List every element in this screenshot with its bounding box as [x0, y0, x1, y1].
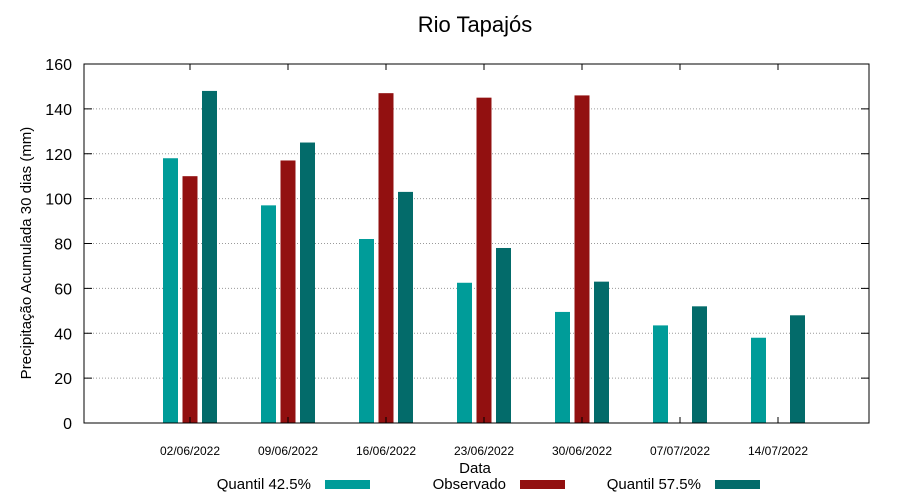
y-tick-label: 80: [54, 237, 72, 254]
legend-label: Observado: [433, 476, 506, 493]
chart-title: Rio Tapajós: [418, 12, 533, 37]
y-tick-label: 40: [54, 326, 72, 343]
y-tick-label: 0: [63, 416, 72, 433]
bar-observado-1: [280, 160, 296, 423]
y-tick-label: 60: [54, 281, 72, 298]
y-tick-label: 100: [45, 192, 72, 209]
x-tick-label: 07/07/2022: [650, 444, 710, 458]
x-tick-label: 09/06/2022: [258, 444, 318, 458]
bar-quantil-57-5--2: [398, 191, 413, 423]
y-axis-ticks: 0 20 40 60 80 100 120 140 160: [45, 57, 869, 433]
legend-swatch: [715, 480, 760, 489]
bar-quantil-57-5--6: [790, 315, 805, 423]
legend: Quantil 42.5% Observado Quantil 57.5%: [217, 476, 760, 493]
x-axis-label: Data: [459, 460, 491, 477]
y-tick-label: 140: [45, 102, 72, 119]
y-axis-label: Precipitação Acumulada 30 dias (mm): [18, 127, 35, 380]
y-tick-label: 20: [54, 371, 72, 388]
grid-lines: [84, 108, 869, 379]
legend-swatch: [325, 480, 370, 489]
bar-quantil-57-5--5: [692, 306, 707, 423]
y-tick-label: 160: [45, 57, 72, 74]
bar-quantil-57-5--3: [496, 247, 511, 423]
bar-quantil-57-5--1: [300, 142, 315, 423]
bar-observado-2: [378, 93, 394, 423]
bar-observado-0: [182, 176, 198, 423]
bar-quantil-42-5--6: [751, 337, 766, 423]
y-tick-label: 120: [45, 147, 72, 164]
bar-quantil-57-5--4: [594, 281, 609, 423]
bar-quantil-42-5--4: [555, 311, 570, 423]
bar-quantil-42-5--2: [359, 239, 374, 423]
x-axis-ticks: 02/06/2022 09/06/2022 16/06/2022 23/06/2022…: [160, 64, 808, 458]
bar-quantil-42-5--5: [653, 325, 668, 423]
x-tick-label: 16/06/2022: [356, 444, 416, 458]
x-tick-label: 02/06/2022: [160, 444, 220, 458]
legend-label: Quantil 42.5%: [217, 476, 311, 493]
bar-quantil-57-5--0: [202, 90, 217, 424]
bar-quantil-42-5--3: [457, 282, 472, 423]
bars: [163, 90, 805, 424]
bar-quantil-42-5--1: [261, 205, 276, 423]
x-tick-label: 30/06/2022: [552, 444, 612, 458]
x-tick-label: 14/07/2022: [748, 444, 808, 458]
x-tick-label: 23/06/2022: [454, 444, 514, 458]
legend-label: Quantil 57.5%: [607, 476, 701, 493]
bar-observado-3: [476, 97, 492, 423]
legend-swatch: [520, 480, 565, 489]
bar-observado-4: [574, 95, 590, 423]
bar-quantil-42-5--0: [163, 158, 178, 424]
